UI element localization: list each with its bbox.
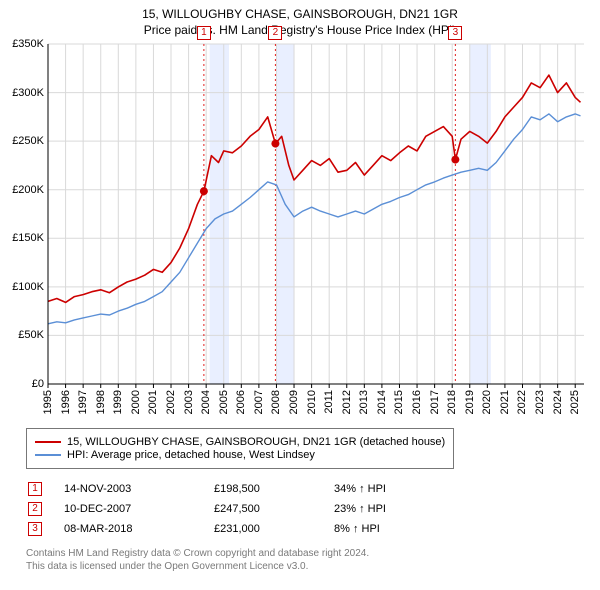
x-tick-label: 2005 [218,390,230,414]
sales-date: 14-NOV-2003 [64,483,214,495]
footer-line-2: This data is licensed under the Open Gov… [26,560,574,573]
x-tick-label: 2020 [481,390,493,414]
chart-container: 15, WILLOUGHBY CHASE, GAINSBOROUGH, DN21… [0,0,600,590]
x-tick-label: 2014 [376,390,388,414]
x-tick-label: 1998 [95,390,107,414]
footer-line-1: Contains HM Land Registry data © Crown c… [26,547,574,560]
sales-idx: 1 [28,482,42,496]
x-tick-label: 2019 [464,390,476,414]
sales-row: 3 08-MAR-2018£231,0008% ↑ HPI [26,519,574,539]
x-tick-label: 1996 [60,390,72,414]
x-tick-label: 2013 [358,390,370,414]
sales-date: 08-MAR-2018 [64,523,214,535]
x-tick-label: 2025 [569,390,581,414]
sales-date: 10-DEC-2007 [64,503,214,515]
y-tick-label: £100K [12,281,44,293]
x-tick-label: 2024 [552,390,564,414]
below-chart: 15, WILLOUGHBY CHASE, GAINSBOROUGH, DN21… [26,428,574,573]
sales-price: £198,500 [214,483,334,495]
x-tick-label: 1997 [77,390,89,414]
sales-delta: 34% ↑ HPI [334,483,454,495]
y-tick-label: £0 [32,378,44,390]
x-tick-label: 2012 [341,390,353,414]
x-tick-label: 2022 [516,390,528,414]
x-tick-label: 2011 [323,390,335,414]
y-tick-label: £50K [18,329,44,341]
x-tick-label: 2010 [306,390,318,414]
legend: 15, WILLOUGHBY CHASE, GAINSBOROUGH, DN21… [26,428,454,469]
sales-delta: 8% ↑ HPI [334,523,454,535]
plot-svg [48,44,584,384]
legend-row: 15, WILLOUGHBY CHASE, GAINSBOROUGH, DN21… [35,436,445,448]
x-tick-label: 2023 [534,390,546,414]
sales-idx: 3 [28,522,42,536]
x-tick-label: 2001 [147,390,159,414]
x-tick-label: 2000 [130,390,142,414]
sales-table: 1 14-NOV-2003£198,50034% ↑ HPI 2 10-DEC-200… [26,479,574,539]
x-tick-label: 2015 [393,390,405,414]
event-marker-3: 3 [448,26,462,40]
sales-price: £247,500 [214,503,334,515]
x-tick-label: 2009 [288,390,300,414]
x-tick-label: 2008 [270,390,282,414]
x-tick-label: 2007 [253,390,265,414]
y-tick-label: £300K [12,87,44,99]
plot-area: £0£50K£100K£150K£200K£250K£300K£350K1995… [48,44,584,384]
x-tick-label: 2003 [183,390,195,414]
title-block: 15, WILLOUGHBY CHASE, GAINSBOROUGH, DN21… [0,0,600,38]
y-tick-label: £250K [12,135,44,147]
y-tick-label: £200K [12,184,44,196]
x-tick-label: 2006 [235,390,247,414]
x-tick-label: 1995 [42,390,54,414]
title-line-1: 15, WILLOUGHBY CHASE, GAINSBOROUGH, DN21… [0,6,600,22]
legend-label: HPI: Average price, detached house, West… [67,449,315,461]
sales-price: £231,000 [214,523,334,535]
title-line-2: Price paid vs. HM Land Registry's House … [0,22,600,38]
sales-row: 2 10-DEC-2007£247,50023% ↑ HPI [26,499,574,519]
x-tick-label: 2018 [446,390,458,414]
event-marker-2: 2 [268,26,282,40]
x-tick-label: 2002 [165,390,177,414]
x-tick-label: 2016 [411,390,423,414]
footer-note: Contains HM Land Registry data © Crown c… [26,547,574,573]
y-tick-label: £350K [12,38,44,50]
legend-row: HPI: Average price, detached house, West… [35,449,445,461]
y-tick-label: £150K [12,232,44,244]
sales-row: 1 14-NOV-2003£198,50034% ↑ HPI [26,479,574,499]
event-marker-1: 1 [197,26,211,40]
x-tick-label: 2004 [200,390,212,414]
legend-swatch [35,441,61,443]
legend-swatch [35,454,61,456]
sales-idx: 2 [28,502,42,516]
legend-label: 15, WILLOUGHBY CHASE, GAINSBOROUGH, DN21… [67,436,445,448]
sales-delta: 23% ↑ HPI [334,503,454,515]
x-tick-label: 2017 [429,390,441,414]
x-tick-label: 1999 [112,390,124,414]
x-tick-label: 2021 [499,390,511,414]
